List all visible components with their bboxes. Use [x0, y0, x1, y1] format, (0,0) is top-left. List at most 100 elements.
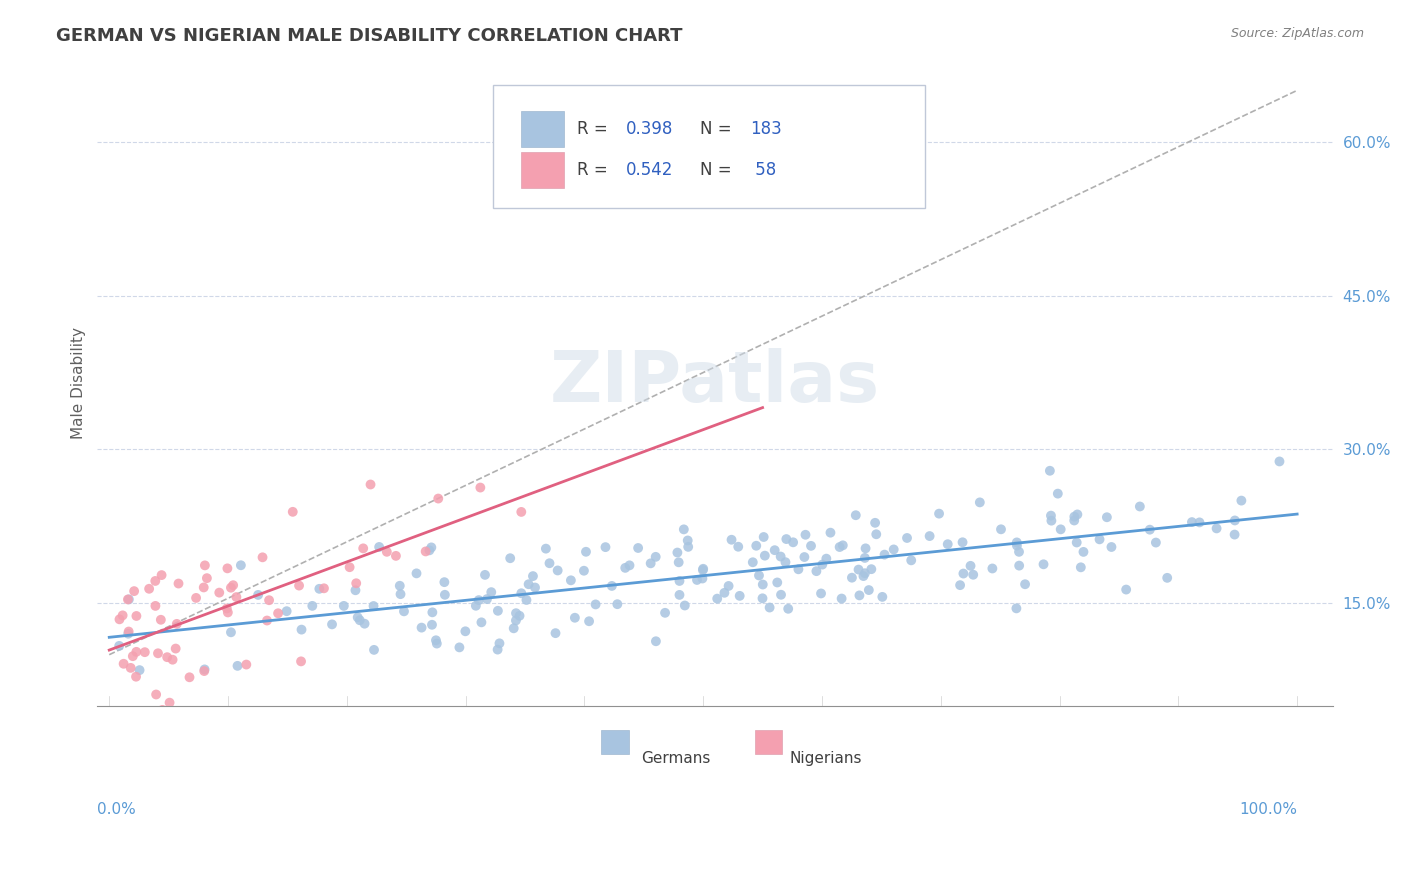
- Point: [301, 599, 323, 613]
- Point: [217, 606, 239, 620]
- Point: [845, 508, 868, 523]
- Text: 183: 183: [749, 120, 782, 137]
- Point: [645, 634, 668, 648]
- Point: [692, 572, 714, 586]
- Point: [853, 550, 876, 565]
- Point: [308, 582, 330, 596]
- Point: [692, 563, 714, 577]
- Point: [754, 549, 776, 563]
- Point: [654, 606, 676, 620]
- Point: [810, 586, 832, 600]
- Point: [522, 569, 544, 583]
- Point: [184, 591, 207, 605]
- Point: [1070, 560, 1092, 574]
- Point: [676, 540, 699, 554]
- Point: [769, 549, 792, 564]
- Text: 100.0%: 100.0%: [1239, 802, 1298, 817]
- Point: [883, 542, 905, 557]
- Text: 58: 58: [749, 161, 776, 179]
- Point: [873, 548, 896, 562]
- Point: [509, 608, 531, 623]
- Point: [763, 543, 786, 558]
- Point: [117, 626, 139, 640]
- Point: [1129, 500, 1152, 514]
- Point: [156, 650, 179, 665]
- FancyBboxPatch shape: [522, 112, 564, 147]
- Point: [1066, 508, 1088, 522]
- Point: [486, 604, 509, 618]
- Text: Source: ZipAtlas.com: Source: ZipAtlas.com: [1230, 27, 1364, 40]
- Point: [510, 586, 533, 600]
- Point: [479, 585, 502, 599]
- Point: [247, 588, 270, 602]
- Point: [276, 604, 298, 618]
- Point: [1188, 516, 1211, 530]
- Point: [470, 481, 492, 495]
- Point: [339, 560, 361, 574]
- Point: [1005, 539, 1028, 553]
- Point: [194, 558, 217, 573]
- Point: [360, 477, 382, 491]
- Point: [363, 599, 385, 613]
- Point: [981, 561, 1004, 575]
- Point: [1230, 493, 1253, 508]
- Point: [787, 562, 810, 576]
- Point: [474, 567, 496, 582]
- Text: 0.542: 0.542: [626, 161, 673, 179]
- Point: [1008, 558, 1031, 573]
- Point: [344, 583, 367, 598]
- Point: [572, 564, 595, 578]
- Point: [1156, 571, 1178, 585]
- Point: [1008, 545, 1031, 559]
- Point: [1088, 533, 1111, 547]
- Point: [219, 625, 242, 640]
- Point: [1223, 527, 1246, 541]
- Point: [896, 531, 918, 545]
- Point: [112, 657, 135, 671]
- Point: [149, 613, 172, 627]
- Point: [125, 645, 148, 659]
- Point: [831, 538, 853, 552]
- Point: [405, 566, 427, 581]
- Point: [225, 590, 247, 604]
- Point: [775, 532, 797, 546]
- Text: GERMAN VS NIGERIAN MALE DISABILITY CORRELATION CHART: GERMAN VS NIGERIAN MALE DISABILITY CORRE…: [56, 27, 683, 45]
- FancyBboxPatch shape: [602, 730, 628, 755]
- Point: [146, 646, 169, 660]
- Point: [815, 551, 838, 566]
- Point: [600, 579, 623, 593]
- Point: [918, 529, 941, 543]
- Point: [118, 624, 141, 639]
- Point: [1040, 514, 1063, 528]
- Point: [143, 574, 166, 588]
- Point: [193, 581, 215, 595]
- Point: [108, 612, 131, 626]
- Point: [235, 657, 257, 672]
- Point: [411, 621, 433, 635]
- Point: [219, 581, 242, 595]
- Point: [855, 541, 877, 556]
- Point: [252, 550, 274, 565]
- Point: [853, 566, 876, 581]
- Point: [475, 592, 498, 607]
- Point: [560, 574, 582, 588]
- Point: [1039, 508, 1062, 523]
- Text: 0.398: 0.398: [626, 120, 673, 137]
- Point: [120, 661, 142, 675]
- Point: [389, 587, 412, 601]
- Point: [352, 541, 374, 556]
- Point: [1073, 545, 1095, 559]
- Point: [468, 593, 491, 607]
- Point: [150, 703, 173, 717]
- Point: [828, 540, 851, 554]
- Text: Germans: Germans: [641, 751, 710, 766]
- Point: [122, 584, 145, 599]
- Point: [363, 643, 385, 657]
- Point: [464, 599, 486, 613]
- Point: [226, 658, 249, 673]
- Point: [1063, 514, 1085, 528]
- Point: [794, 528, 817, 542]
- FancyBboxPatch shape: [492, 86, 925, 208]
- Point: [745, 539, 768, 553]
- Point: [831, 591, 853, 606]
